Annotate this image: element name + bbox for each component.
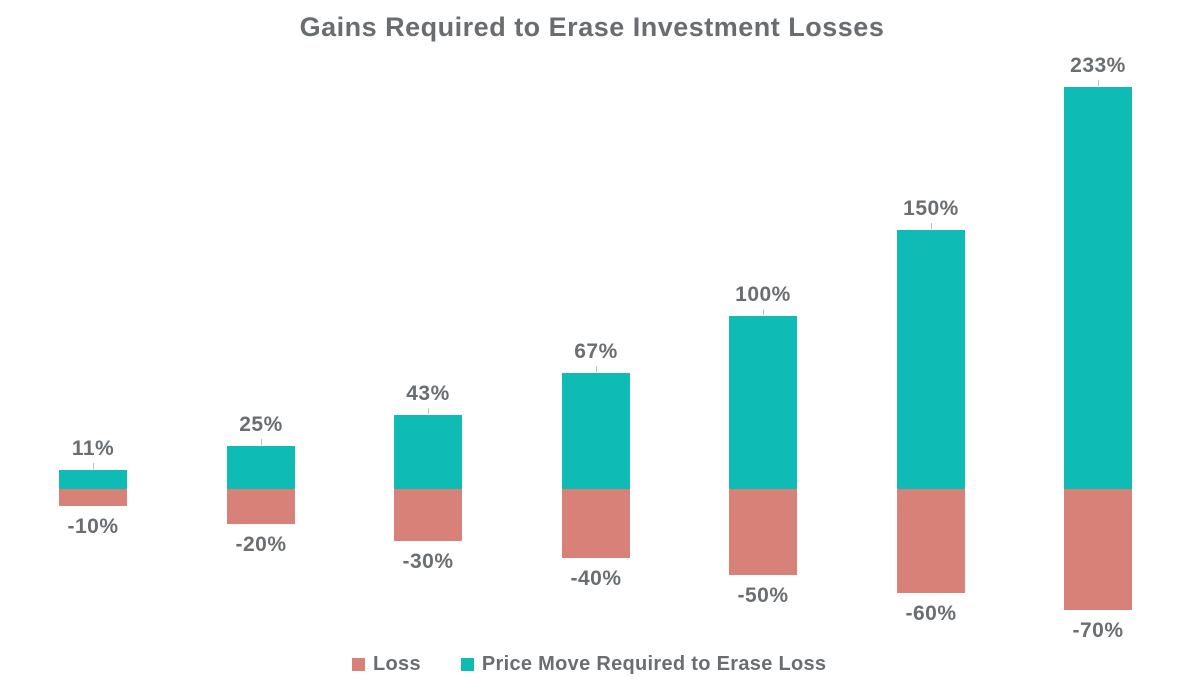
- loss-label: -40%: [570, 567, 622, 590]
- gain-bar: [59, 470, 127, 489]
- label-leader-tick: [763, 309, 764, 315]
- loss-label: -50%: [737, 584, 789, 607]
- label-leader-tick: [261, 439, 262, 445]
- legend-item-loss: Loss: [352, 653, 421, 676]
- legend-item-gain: Price Move Required to Erase Loss: [460, 653, 827, 676]
- loss-bar: [59, 489, 127, 506]
- chart-title: Gains Required to Erase Investment Losse…: [299, 12, 885, 42]
- loss-bar: [562, 489, 630, 558]
- label-leader-tick: [596, 366, 597, 372]
- gain-bar: [227, 446, 295, 489]
- gain-swatch-icon: [460, 658, 474, 671]
- loss-label: -60%: [905, 602, 957, 625]
- loss-label: -30%: [402, 550, 454, 573]
- gain-label: 11%: [71, 437, 115, 460]
- label-leader-tick: [93, 463, 94, 469]
- gain-bar: [897, 230, 965, 489]
- label-leader-tick: [1098, 80, 1099, 86]
- loss-bar: [1064, 489, 1132, 610]
- loss-bar: [729, 489, 797, 575]
- loss-label: -20%: [235, 533, 287, 556]
- gain-label: 233%: [1070, 54, 1126, 77]
- label-leader-tick: [931, 223, 932, 229]
- gain-bar: [1064, 87, 1132, 489]
- gain-label: 67%: [574, 340, 618, 363]
- loss-bar: [227, 489, 295, 524]
- legend-label-loss: Loss: [373, 653, 421, 675]
- loss-label: -70%: [1072, 619, 1124, 642]
- gain-bar: [562, 373, 630, 489]
- gain-label: 150%: [903, 197, 959, 220]
- loss-swatch-icon: [352, 658, 365, 671]
- label-leader-tick: [428, 408, 429, 414]
- gain-bar: [729, 316, 797, 489]
- gain-label: 43%: [406, 382, 450, 405]
- legend-label-gain: Price Move Required to Erase Loss: [481, 653, 827, 675]
- legend: Loss Price Move Required to Erase Loss: [352, 653, 826, 676]
- gain-label: 100%: [735, 283, 791, 306]
- gain-bar: [394, 415, 462, 489]
- loss-label: -10%: [67, 515, 119, 538]
- loss-bar: [897, 489, 965, 593]
- gain-label: 25%: [239, 413, 283, 436]
- loss-bar: [394, 489, 462, 541]
